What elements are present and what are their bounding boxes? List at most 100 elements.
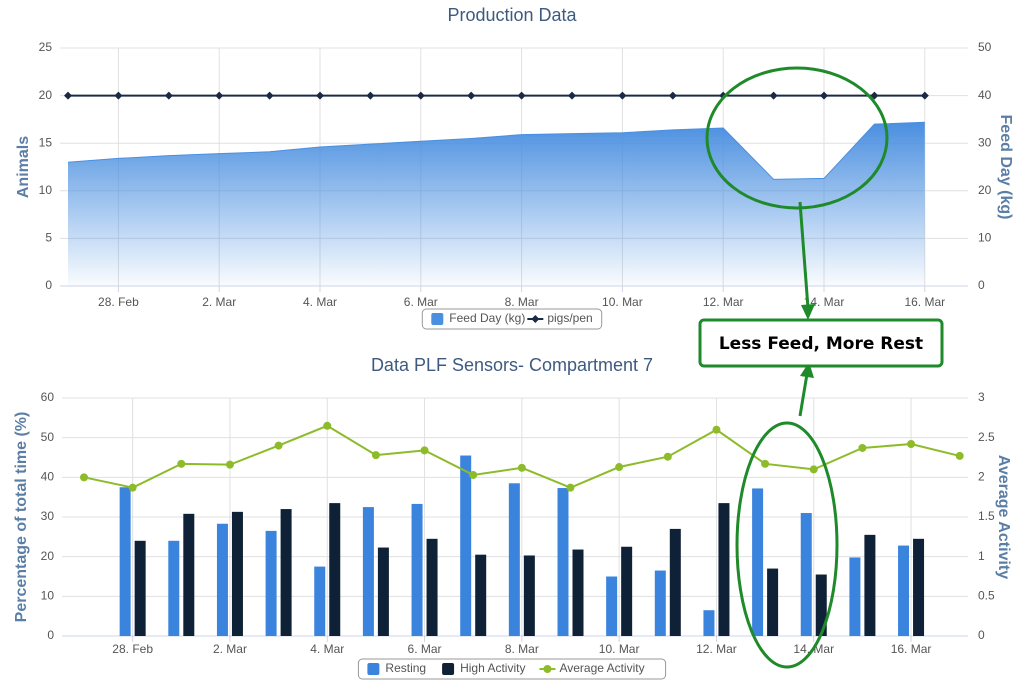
- legend-label: High Activity: [460, 661, 525, 675]
- annotation: Less Feed, More Rest: [719, 334, 923, 354]
- y-tick-label: 15: [39, 135, 53, 149]
- y2-axis-title: Average Activity: [995, 455, 1012, 579]
- y2-tick-label: 3: [978, 390, 985, 404]
- y2-tick-label: 40: [978, 88, 992, 102]
- marker: [128, 483, 137, 492]
- legend-symbol: [543, 665, 552, 673]
- bar: [508, 483, 520, 636]
- x-tick-label: 2. Mar: [202, 295, 236, 309]
- legend-label: Average Activity: [559, 661, 644, 675]
- chart-title: Production Data: [447, 5, 577, 25]
- y-tick-label: 30: [41, 509, 55, 523]
- marker: [955, 451, 964, 460]
- highlight-ellipse: [735, 421, 839, 669]
- legend-item: High Activity: [442, 661, 525, 675]
- bar: [815, 574, 827, 636]
- x-tick-label: 8. Mar: [505, 642, 539, 656]
- x-tick-label: 6. Mar: [404, 295, 438, 309]
- marker: [809, 465, 818, 474]
- bar: [314, 566, 326, 636]
- y2-tick-label: 1.5: [978, 509, 995, 523]
- legend-item: pigs/pen: [527, 311, 593, 325]
- arrow-head: [801, 304, 815, 320]
- marker: [761, 459, 770, 468]
- marker: [274, 441, 283, 450]
- marker: [920, 91, 929, 100]
- marker: [618, 91, 627, 100]
- x-tick-label: 12. Mar: [703, 295, 744, 309]
- legend-label: Resting: [385, 661, 426, 675]
- bar: [606, 576, 618, 636]
- legend-symbol: [442, 663, 455, 675]
- legend-item: Resting: [367, 661, 426, 675]
- y2-axis-title: Feed Day (kg): [997, 115, 1014, 220]
- marker: [668, 91, 677, 100]
- y2-tick-label: 1: [978, 549, 985, 563]
- y-tick-label: 50: [41, 430, 55, 444]
- marker: [265, 91, 274, 100]
- marker: [177, 459, 186, 468]
- bar: [557, 488, 569, 636]
- marker: [517, 91, 526, 100]
- bar: [280, 509, 292, 636]
- marker: [467, 91, 476, 100]
- marker: [568, 91, 576, 100]
- x-tick-label: 4. Mar: [303, 295, 337, 309]
- bar: [913, 538, 925, 636]
- bar: [621, 546, 633, 636]
- y-axis-title: Percentage of total time (%): [13, 412, 30, 623]
- y2-tick-label: 20: [978, 183, 992, 197]
- marker: [164, 91, 173, 100]
- y-tick-label: 5: [45, 231, 52, 245]
- marker: [469, 470, 478, 479]
- marker: [769, 91, 778, 100]
- y-tick-label: 0: [47, 628, 54, 642]
- y-tick-label: 0: [45, 278, 52, 292]
- y-tick-label: 25: [39, 40, 53, 54]
- arrow: [798, 201, 810, 309]
- bar: [475, 554, 487, 636]
- marker: [114, 91, 123, 100]
- y2-tick-label: 50: [978, 40, 992, 54]
- y2-tick-label: 10: [978, 231, 992, 245]
- legend-label: pigs/pen: [547, 311, 592, 325]
- arrow-head: [800, 362, 814, 378]
- legend-symbol: [431, 313, 444, 325]
- bar: [849, 557, 861, 636]
- y-axis-title: Animals: [15, 136, 32, 198]
- chart-title: Data PLF Sensors- Compartment 7: [371, 355, 653, 375]
- bar: [134, 540, 146, 636]
- y-tick-label: 10: [39, 183, 53, 197]
- bar: [654, 570, 666, 636]
- bar: [168, 540, 180, 636]
- x-tick-label: 8. Mar: [505, 295, 539, 309]
- bar: [864, 534, 876, 636]
- legend-label: Feed Day (kg): [449, 311, 525, 325]
- bar: [523, 555, 535, 636]
- y-tick-label: 20: [41, 549, 55, 563]
- highlight-ellipse: [705, 66, 889, 210]
- legend-box: [357, 658, 667, 680]
- marker: [316, 91, 324, 100]
- y-tick-label: 60: [41, 390, 55, 404]
- y2-tick-label: 0: [978, 278, 985, 292]
- legend-symbol: [531, 315, 540, 323]
- y2-tick-label: 0: [978, 628, 985, 642]
- bar: [703, 610, 715, 636]
- legend-item: Average Activity: [539, 661, 645, 675]
- bar: [265, 530, 277, 636]
- marker: [858, 443, 867, 452]
- marker: [615, 463, 624, 472]
- bar: [767, 568, 779, 636]
- marker: [566, 483, 575, 492]
- bar: [411, 503, 423, 636]
- marker: [64, 91, 72, 100]
- y2-tick-label: 30: [978, 135, 992, 149]
- x-tick-label: 2. Mar: [213, 642, 247, 656]
- bar: [752, 488, 764, 636]
- bar: [800, 513, 812, 636]
- area-line: [67, 121, 925, 180]
- marker: [712, 425, 721, 434]
- marker: [416, 91, 425, 100]
- annotation-shapes: Less Feed, More Rest: [698, 66, 944, 669]
